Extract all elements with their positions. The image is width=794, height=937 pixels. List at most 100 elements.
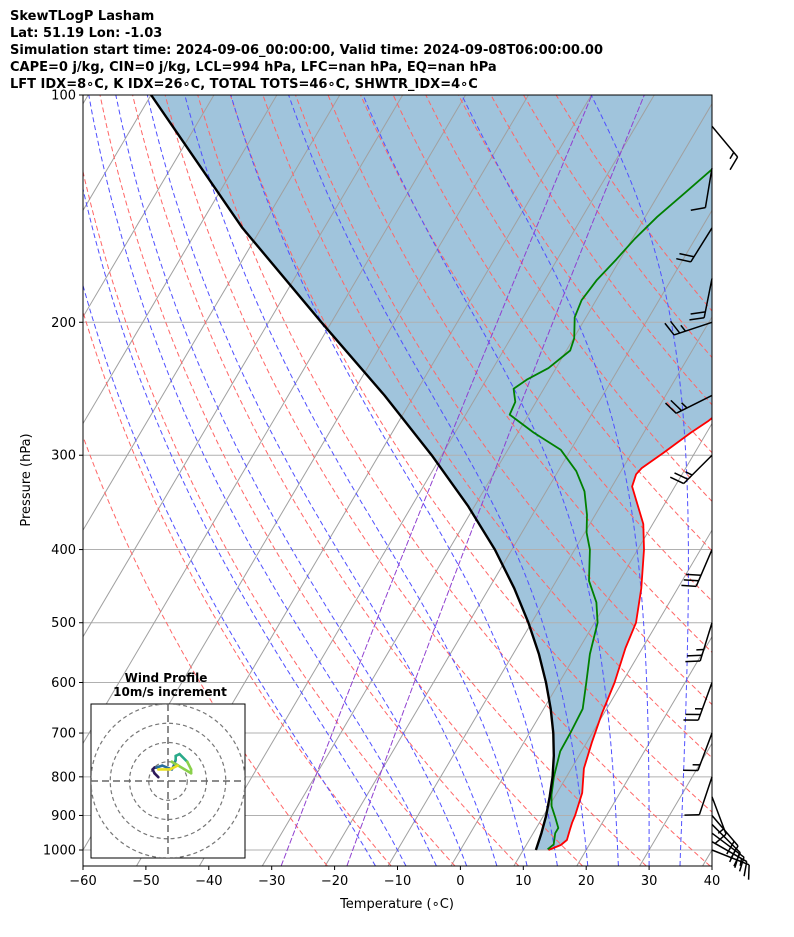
- barb-staff: [673, 321, 713, 336]
- isotherm--110: [83, 95, 215, 318]
- barb-half-feather: [681, 402, 688, 409]
- isotherm-10: [513, 529, 712, 866]
- barb-feather: [738, 856, 745, 872]
- barb-feather: [733, 852, 741, 867]
- barb-feather: [670, 399, 683, 412]
- isotherm--30: [261, 102, 712, 866]
- isotherm--80: [83, 95, 404, 638]
- moist-adiabat-10: [184, 95, 528, 866]
- barb-staff: [697, 732, 713, 771]
- barb-half-feather: [685, 471, 693, 476]
- wind-barb: [690, 168, 713, 211]
- moist-adiabat-0: [115, 95, 468, 866]
- dry-adiabat-280: [99, 95, 520, 866]
- isotherm--10: [387, 315, 712, 866]
- barb-feather: [686, 573, 702, 577]
- hodograph-title: Wind Profile: [125, 671, 208, 685]
- barb-staff: [675, 394, 713, 415]
- isotherm-20: [576, 635, 712, 866]
- wind-barb: [711, 841, 748, 877]
- title-station: SkewTLogP Lasham: [10, 9, 155, 24]
- wind-barb: [689, 278, 713, 321]
- wind-barb: [683, 732, 713, 772]
- barb-staff: [690, 227, 713, 263]
- mixing-ratio-1: [346, 95, 645, 866]
- isotherm--70: [83, 95, 466, 745]
- axes: −60 −50 −40 −30 −20 −10 0 10 20 30 40 100 200 300 400 5…: [43, 89, 720, 890]
- barb-feather: [689, 316, 705, 321]
- dry-adiabat-330: [262, 95, 712, 759]
- moist-adiabat-5: [146, 95, 498, 866]
- y-tick-label: 200: [51, 316, 76, 331]
- wind-barb: [685, 622, 713, 663]
- barb-feather: [664, 322, 675, 336]
- hodograph-inner: [91, 704, 245, 858]
- x-tick-label: 0: [456, 874, 464, 889]
- dry-adiabat-350: [327, 95, 712, 653]
- title-cape: CAPE=0 j/kg, CIN=0 j/kg, LCL=994 hPa, LF…: [10, 60, 497, 75]
- barb-staff: [698, 776, 713, 816]
- barb-half-feather: [717, 827, 725, 834]
- mixing-ratio-0.4: [280, 95, 593, 866]
- barb-feather: [690, 311, 706, 315]
- barb-feather: [669, 476, 685, 485]
- barb-staff: [711, 832, 745, 858]
- barb-half-feather: [680, 324, 687, 332]
- barb-feather: [683, 579, 699, 582]
- y-tick-label: 800: [51, 770, 76, 785]
- moist-adiabat--10: [83, 186, 407, 866]
- wind-barb: [676, 227, 713, 263]
- barb-half-feather: [739, 858, 743, 867]
- barb-feather: [726, 840, 735, 855]
- barb-feather: [669, 320, 681, 334]
- barb-staff: [695, 549, 713, 587]
- hodograph-ring: [148, 761, 188, 801]
- x-tick-label: 40: [704, 874, 721, 889]
- wind-barbs: [664, 125, 750, 880]
- hodograph-segment: [178, 752, 189, 764]
- isotherm--100: [83, 95, 278, 425]
- x-tick-label: −60: [69, 874, 96, 889]
- barb-feather: [729, 156, 739, 171]
- barb-feather: [687, 654, 703, 657]
- title-block: SkewTLogP Lasham Lat: 51.19 Lon: -1.03 S…: [10, 8, 780, 93]
- dry-adiabat-270: [83, 169, 456, 866]
- barb-staff: [711, 796, 727, 835]
- barb-staff: [711, 823, 741, 854]
- isotherm--20: [324, 209, 712, 866]
- y-tick-label: 600: [51, 676, 76, 691]
- y-tick-label: 500: [51, 616, 76, 631]
- wind-barb: [664, 394, 713, 415]
- y-axis-label: Pressure (hPa): [19, 433, 34, 526]
- isotherm--130: [83, 95, 89, 105]
- x-tick-label: 30: [641, 874, 658, 889]
- title-location: Lat: 51.19 Lon: -1.03: [10, 26, 163, 41]
- dry-adiabat-260: [83, 310, 392, 866]
- moist-adiabat-25: [362, 95, 619, 866]
- isotherm--40: [198, 95, 655, 866]
- dewpoint-profile: [508, 168, 712, 851]
- cape-cin-shading: [151, 95, 712, 850]
- title-times: Simulation start time: 2024-09-06_00:00:…: [10, 43, 603, 58]
- barb-feather: [714, 833, 727, 845]
- barb-staff: [704, 168, 713, 208]
- barb-feather: [730, 845, 739, 860]
- barb-staff: [711, 841, 748, 863]
- isotherm--90: [83, 95, 341, 532]
- y-tick-label: 900: [51, 809, 76, 824]
- barb-feather: [690, 206, 706, 211]
- barb-feather: [674, 472, 689, 480]
- x-tick-label: −20: [321, 874, 348, 889]
- hodograph-segment: [168, 764, 179, 771]
- wind-barb: [684, 776, 713, 816]
- barb-feather: [747, 864, 750, 880]
- barb-staff: [711, 125, 739, 158]
- hodograph-segment: [185, 760, 193, 771]
- dry-adiabat-310: [197, 95, 711, 866]
- x-tick-label: −10: [384, 874, 411, 889]
- x-axis-label: Temperature (∘C): [339, 897, 454, 912]
- y-tick-label: 100: [51, 89, 76, 104]
- wind-barb: [664, 320, 713, 336]
